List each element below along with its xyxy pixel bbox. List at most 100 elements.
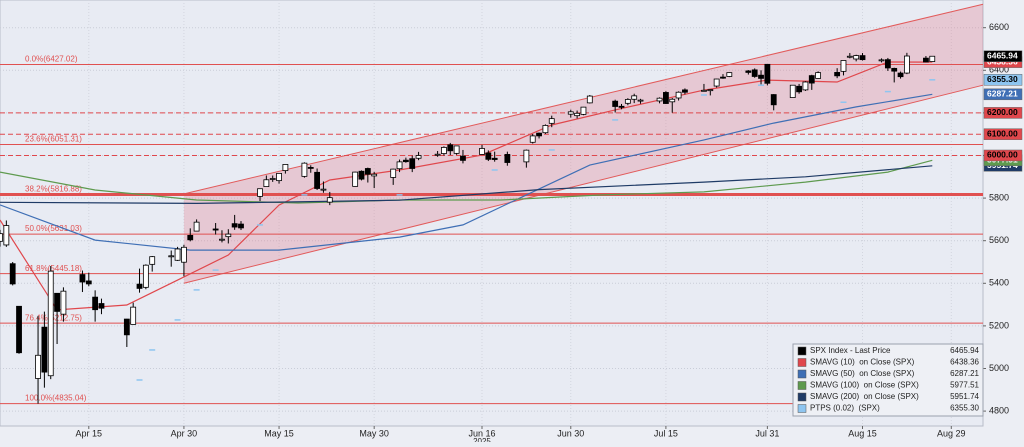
candle-body [586,95,593,104]
candle-body [434,153,441,156]
candle-body [796,85,802,93]
candle-body [390,168,397,178]
candle-body [85,280,92,285]
candle-body [669,98,676,103]
y-tick-label: 6400 [989,65,1009,75]
candle-body [929,55,936,62]
y-tick-label: 5600 [989,235,1009,245]
candle-body [726,72,733,77]
legend-value: 5977.51 [950,381,979,390]
candle-body [181,246,187,263]
candle-body [884,59,891,69]
candle-body [409,158,416,169]
candle-body [840,60,847,72]
candle-body [834,72,841,77]
x-tick-label: Jun 30 [557,428,584,438]
candle-body [580,106,587,115]
y-tick-label: 4800 [989,405,1009,415]
candle-body [548,118,555,124]
legend-value: 5951.74 [950,392,979,401]
candle-body [701,89,707,92]
candle-body [675,91,682,99]
candle-body [238,223,244,229]
candle-body [219,238,225,241]
candle-body [891,67,898,72]
legend-label: PTPS (0.02) (SPX) [810,404,880,413]
candle-body [624,99,631,104]
y-tick-label: 6600 [989,22,1009,32]
candle-body [402,159,409,163]
candle-body [212,228,219,231]
candle-body [282,164,289,172]
fib-label: 38.2%(5816.88) [25,185,82,194]
price-tag [983,107,1023,119]
candle-body [751,69,758,77]
candle-body [612,100,619,107]
candle-body [745,70,752,73]
candle-body [130,306,137,325]
y-tick-label: 5800 [989,192,1009,202]
candle-body [314,171,320,189]
candle-body [903,55,910,74]
candle-body [320,188,327,191]
candle-body [853,55,860,60]
candle-body [504,154,511,163]
x-tick-label: May 30 [359,428,389,438]
candle-body [529,135,536,143]
candle-body [491,157,498,160]
candle-body [136,283,143,289]
candle-body [9,263,16,285]
legend-label: SPX Index - Last Price [810,346,891,355]
x-tick-label: Jun 16 [468,428,495,438]
candle-body [0,233,3,242]
channel-fill [183,4,983,284]
candle-body [770,94,777,106]
candle-body [897,72,904,78]
channel-upper [183,3,984,195]
x-tick-label: Apr 15 [76,428,103,438]
candle-body [187,234,194,241]
legend-label: SMAVG (200) on Close (SPX) [810,392,919,401]
candle-body [789,84,796,98]
legend-label: SMAVG (100) on Close (SPX) [810,381,919,390]
candle-body [846,55,853,58]
candle-body [707,89,714,92]
price-tag [983,74,1023,86]
candle-body [225,233,232,238]
legend-swatch [797,404,807,413]
candle-body [92,296,99,311]
candle-body [441,146,447,154]
candle-body [364,168,371,175]
candle-body [54,292,60,312]
candle-body [656,97,663,102]
candle-body [536,132,542,137]
fib-label: 50.0%(5631.03) [25,224,82,233]
price-tag [983,128,1023,140]
legend-box [792,343,984,417]
x-tick-label: Jul 31 [755,428,779,438]
candle-body [47,270,54,377]
candle-body [618,105,625,108]
candle-body [352,171,359,187]
legend-value: 6355.30 [950,404,979,413]
moving-average [0,61,933,311]
candle-body [415,155,422,159]
candle-body [358,170,365,180]
candle-body [713,78,720,87]
candle-body [301,162,308,177]
candle-body [808,75,815,84]
legend-swatch [797,369,807,379]
candle-body [720,76,726,79]
candle-body [815,72,822,79]
year-label: 2025 [473,437,491,442]
fib-label: 100.0%(4835.04) [25,394,87,403]
channel-lower [183,84,984,284]
moving-average [0,165,933,205]
candle-body [35,354,41,379]
candle-body [663,92,669,104]
candle-body [276,172,282,182]
candle-body [859,55,866,61]
candle-body [631,95,638,100]
legend-value: 6287.21 [950,369,979,378]
